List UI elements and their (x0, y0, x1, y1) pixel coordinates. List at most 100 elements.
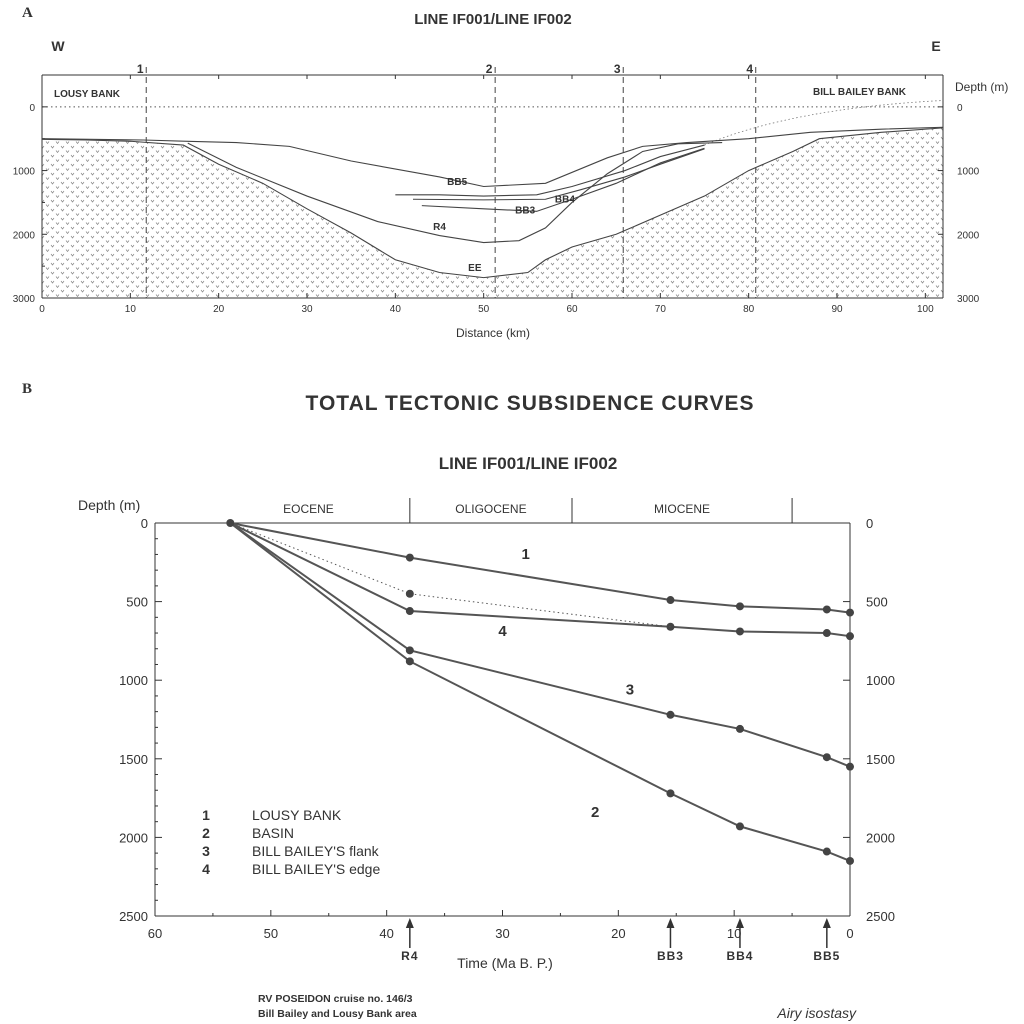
y-tick-label-left-a: 1000 (13, 167, 36, 178)
x-tick-label-a: 50 (478, 304, 490, 315)
series-point-2 (666, 789, 675, 798)
y-axis-label-b: Depth (m) (78, 497, 140, 513)
series-point-3 (405, 646, 414, 655)
y-tick-label-left-b: 1000 (119, 673, 148, 688)
series-origin-point (226, 519, 235, 527)
x-tick-label-b: 60 (148, 926, 162, 941)
series-point-1 (735, 602, 744, 611)
series-point-3 (846, 762, 854, 771)
x-tick-label-b: 0 (846, 926, 853, 941)
west-label: W (51, 38, 65, 54)
series-point-1 (846, 608, 854, 617)
y-tick-label-right-a: 0 (957, 103, 963, 114)
epoch-label-miocene: MIOCENE (654, 502, 710, 516)
x-axis-label-b: Time (Ma B. P.) (457, 955, 553, 971)
y-tick-label-right-b: 0 (866, 516, 873, 531)
site-label-4: 4 (746, 62, 753, 76)
x-tick-label-a: 0 (39, 304, 45, 315)
y-tick-label-right-a: 2000 (957, 230, 980, 241)
y-tick-label-left-a: 0 (29, 103, 35, 114)
x-tick-label-b: 20 (611, 926, 625, 941)
y-tick-label-left-b: 500 (126, 595, 148, 610)
legend-number-2: 2 (202, 825, 210, 841)
marker-label-bb4: BB4 (726, 949, 753, 963)
horizon-ee (41, 127, 944, 279)
east-label: E (931, 38, 940, 54)
horizon-bb5 (395, 144, 705, 197)
panel-a-title: LINE IF001/LINE IF002 (414, 11, 572, 28)
y-tick-label-right-a: 1000 (957, 167, 980, 178)
x-tick-label-a: 30 (301, 304, 313, 315)
site-label-1: 1 (137, 62, 144, 76)
series-point-3 (735, 724, 744, 733)
y-tick-label-right-b: 2000 (866, 830, 895, 845)
y-tick-label-left-b: 2500 (119, 909, 148, 924)
series-point-3 (666, 710, 675, 719)
marker-arrowhead-bb4 (735, 918, 744, 928)
horizon-label-bb3: BB3 (515, 205, 535, 216)
x-axis-label-a: Distance (km) (456, 326, 530, 340)
curve-number-4: 4 (498, 623, 507, 640)
marker-arrowhead-r4 (405, 918, 414, 928)
x-tick-label-a: 70 (655, 304, 667, 315)
series-point-2 (735, 822, 744, 831)
legend-label-1: LOUSY BANK (252, 807, 342, 823)
legend-label-4: BILL BAILEY'S edge (252, 861, 380, 877)
series-point-2 (405, 657, 414, 666)
y-tick-label-left-a: 2000 (13, 230, 36, 241)
y-tick-label-right-a: 3000 (957, 294, 980, 305)
x-tick-label-a: 20 (213, 304, 225, 315)
horizon-label-bb4: BB4 (555, 194, 575, 205)
marker-label-bb5: BB5 (813, 949, 840, 963)
marker-arrowhead-bb3 (666, 918, 675, 928)
x-tick-label-a: 10 (125, 304, 137, 315)
epoch-label-oligocene: OLIGOCENE (455, 502, 526, 516)
x-tick-label-b: 30 (495, 926, 509, 941)
site-label-2: 2 (486, 62, 493, 76)
y-tick-label-left-b: 0 (141, 516, 148, 531)
series-point-2 (822, 847, 831, 856)
horizon-label-r4: R4 (433, 222, 446, 233)
series-line-3 (229, 522, 851, 768)
curve-number-1: 1 (521, 546, 529, 563)
cross-section-chart: A LINE IF001/LINE IF002 W E LOUSY BANK B… (13, 5, 1009, 340)
series-point-4 (822, 629, 831, 638)
bill-bailey-bank-label: BILL BAILEY BANK (813, 87, 907, 98)
horizon-label-bb5: BB5 (447, 177, 467, 188)
series-point-2 (846, 856, 854, 865)
y-tick-label-right-b: 500 (866, 595, 888, 610)
x-tick-label-a: 90 (831, 304, 843, 315)
x-tick-label-a: 40 (390, 304, 402, 315)
series-point-3 (822, 753, 831, 762)
x-tick-label-b: 50 (264, 926, 278, 941)
series-point-1 (405, 553, 414, 562)
site-label-3: 3 (614, 62, 621, 76)
footer-line-1: RV POSEIDON cruise no. 146/3 (258, 993, 413, 1005)
y-tick-label-left-a: 3000 (13, 294, 36, 305)
series-line-2 (229, 522, 851, 862)
series-dotted-point (405, 589, 414, 598)
x-tick-label-a: 80 (743, 304, 755, 315)
right-depth-axis-label: Depth (m) (955, 80, 1008, 94)
bank-profile-dotted (704, 100, 944, 146)
x-tick-label-b: 10 (727, 926, 741, 941)
series-point-4 (735, 627, 744, 636)
marker-label-bb3: BB3 (657, 949, 684, 963)
x-tick-label-a: 60 (566, 304, 578, 315)
legend-number-4: 4 (202, 861, 210, 877)
series-dotted-line (230, 522, 671, 628)
horizon-bb3 (421, 147, 705, 212)
legend-label-2: BASIN (252, 825, 294, 841)
series-point-4 (846, 632, 854, 641)
x-tick-label-a: 100 (917, 304, 934, 315)
footer-line-2: Bill Bailey and Lousy Bank area (258, 1008, 417, 1020)
panel-b-title: TOTAL TECTONIC SUBSIDENCE CURVES (306, 392, 755, 415)
marker-arrowhead-bb5 (822, 918, 831, 928)
panel-a-letter: A (22, 5, 33, 21)
horizon-bb4 (412, 148, 705, 201)
lousy-bank-label: LOUSY BANK (54, 89, 121, 100)
legend-number-1: 1 (202, 807, 210, 823)
horizon-label-ee: EE (468, 263, 482, 274)
curve-number-3: 3 (626, 681, 634, 698)
